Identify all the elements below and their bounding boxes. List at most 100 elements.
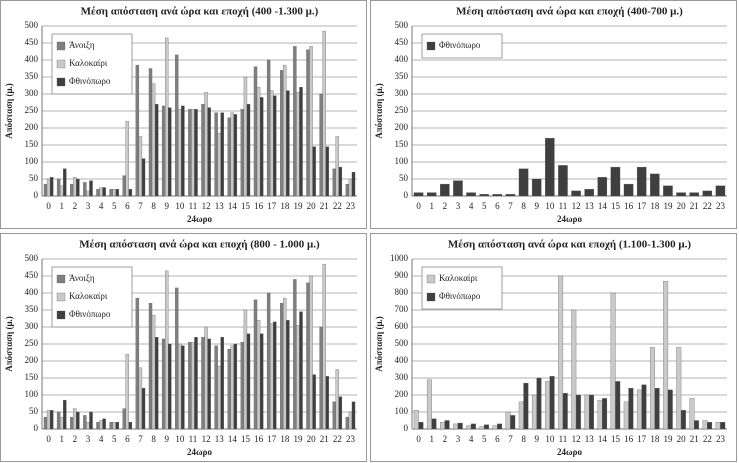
y-tick-label: 450	[395, 37, 409, 47]
panel-border	[370, 0, 737, 229]
panel-border	[0, 233, 367, 462]
bar	[220, 337, 224, 430]
bar	[584, 189, 594, 197]
bar	[73, 408, 77, 430]
bar	[589, 394, 594, 430]
bar	[49, 177, 54, 197]
bar	[128, 189, 133, 197]
bar	[122, 408, 126, 430]
x-tick-label: 13	[215, 201, 225, 211]
bar	[575, 394, 581, 430]
x-tick-label: 12	[202, 434, 211, 444]
legend-box	[421, 266, 503, 310]
y-tick-label: 250	[25, 105, 39, 115]
bar	[191, 109, 195, 197]
bar	[83, 415, 87, 430]
bar	[715, 185, 726, 197]
x-tick-label: 16	[254, 201, 264, 211]
bar	[492, 194, 503, 197]
bar	[201, 337, 205, 430]
y-axis-label: Απόσταση (μ.)	[374, 316, 384, 372]
y-tick-label: 200	[395, 122, 409, 132]
y-tick-label: 450	[25, 37, 39, 47]
y-tick-label: 200	[25, 122, 39, 132]
bar	[43, 416, 48, 430]
legend-box	[51, 266, 133, 328]
x-tick-label: 13	[215, 434, 225, 444]
x-tick-label: 9	[164, 434, 169, 444]
bar	[217, 132, 221, 197]
x-tick-label: 9	[534, 434, 539, 444]
x-tick-label: 21	[320, 201, 329, 211]
bar	[457, 422, 463, 430]
y-tick-label: 500	[395, 20, 409, 30]
bar	[135, 297, 140, 430]
x-tick-label: 19	[663, 201, 673, 211]
bar	[348, 411, 353, 430]
x-tick-label: 16	[624, 434, 634, 444]
bar	[181, 345, 185, 430]
x-tick-label: 11	[559, 201, 568, 211]
y-tick-label: 400	[395, 54, 409, 64]
y-axis-label: Απόσταση (μ.)	[4, 83, 14, 139]
x-axis-label: 24ωρο	[557, 447, 582, 457]
legend-label: Καλοκαίρι	[439, 273, 478, 283]
bar	[122, 175, 126, 197]
bar	[175, 287, 179, 430]
x-tick-label: 6	[495, 201, 500, 211]
bar	[418, 422, 424, 430]
bar	[161, 105, 166, 197]
bar	[531, 394, 537, 430]
bar	[138, 136, 143, 197]
bar	[466, 425, 472, 430]
y-tick-label: 400	[25, 54, 39, 64]
y-tick-label: 300	[395, 372, 409, 382]
x-tick-label: 8	[521, 201, 526, 211]
bar	[413, 410, 419, 430]
bar	[99, 187, 103, 197]
bar	[676, 192, 686, 197]
x-tick-label: 1	[59, 201, 64, 211]
bar	[70, 416, 74, 430]
bar	[181, 105, 185, 197]
bar	[444, 420, 450, 430]
bar	[689, 398, 695, 430]
bar	[663, 185, 673, 197]
bar	[154, 104, 159, 197]
bar	[610, 292, 616, 430]
legend-swatch	[426, 274, 436, 284]
x-axis-label: 24ωρο	[187, 214, 212, 224]
bar	[102, 418, 106, 430]
bar	[571, 309, 577, 430]
x-tick-label: 14	[228, 434, 238, 444]
x-tick-label: 9	[164, 201, 169, 211]
x-tick-label: 17	[637, 434, 647, 444]
bar	[207, 107, 211, 197]
y-tick-label: 0	[34, 190, 39, 200]
x-tick-label: 7	[508, 201, 513, 211]
y-tick-label: 300	[25, 88, 39, 98]
bar	[112, 189, 116, 197]
bar	[214, 112, 218, 197]
bar	[562, 393, 568, 430]
bar	[148, 303, 153, 430]
bar	[702, 190, 713, 197]
bar	[518, 401, 524, 430]
bar	[299, 87, 303, 197]
bar	[220, 112, 224, 197]
y-tick-label: 150	[25, 139, 39, 149]
bar	[518, 168, 529, 197]
x-tick-label: 3	[86, 434, 91, 444]
y-tick-label: 500	[25, 20, 39, 30]
x-tick-label: 4	[469, 434, 474, 444]
bar	[348, 178, 353, 197]
bar	[345, 183, 350, 197]
x-tick-label: 20	[677, 434, 687, 444]
legend-swatch	[56, 310, 66, 320]
bar	[227, 348, 231, 430]
bar	[125, 354, 129, 430]
bar	[207, 338, 211, 430]
bar	[256, 87, 261, 197]
y-tick-label: 50	[399, 173, 409, 183]
y-tick-label: 350	[25, 71, 39, 81]
